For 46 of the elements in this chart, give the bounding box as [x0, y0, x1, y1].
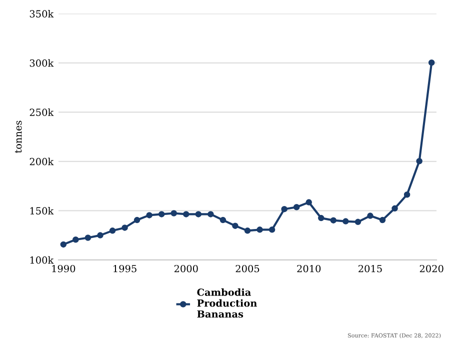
- point: [122, 224, 128, 231]
- x-tick-label: 1990: [52, 264, 76, 272]
- point: [60, 241, 67, 248]
- point: [306, 199, 312, 206]
- point: [208, 211, 214, 218]
- y-tick-label: 300k: [30, 59, 54, 67]
- point: [134, 216, 140, 224]
- point: [84, 234, 92, 241]
- point: [244, 228, 251, 234]
- point: [428, 60, 435, 66]
- point: [97, 232, 104, 238]
- point: [195, 211, 202, 218]
- point: [146, 212, 152, 218]
- point: [318, 214, 324, 222]
- x-tick-label: 2015: [358, 264, 382, 272]
- x-tick-label: 1995: [114, 264, 136, 272]
- point: [342, 218, 349, 224]
- y-axis-title: tonnes: [15, 120, 22, 154]
- point: [72, 236, 79, 243]
- point: [268, 226, 276, 233]
- point: [232, 222, 238, 229]
- x-tick-label: 2010: [297, 264, 321, 272]
- point: [281, 206, 288, 212]
- x-tick-label: 2020: [420, 264, 444, 272]
- y-tick-label: 350k: [30, 10, 54, 18]
- point: [183, 211, 190, 218]
- point: [367, 212, 374, 219]
- point: [158, 211, 165, 218]
- point: [109, 228, 116, 234]
- point: [220, 216, 226, 224]
- point: [354, 218, 362, 226]
- x-tick-label: 2000: [174, 264, 198, 272]
- point: [293, 204, 300, 210]
- y-tick-label: 150k: [30, 206, 54, 215]
- point: [392, 205, 398, 212]
- point: [330, 217, 337, 224]
- y-tick-label: 250k: [30, 108, 54, 116]
- point: [379, 216, 386, 224]
- y-tick-label: 100k: [30, 256, 54, 264]
- point: [170, 210, 177, 216]
- legend-label: Cambodia Production Bananas: [197, 288, 257, 318]
- point: [416, 158, 422, 164]
- point: [404, 191, 410, 198]
- point: [256, 226, 263, 233]
- x-tick-label: 2005: [236, 264, 260, 272]
- y-tick-label: 200k: [30, 158, 54, 166]
